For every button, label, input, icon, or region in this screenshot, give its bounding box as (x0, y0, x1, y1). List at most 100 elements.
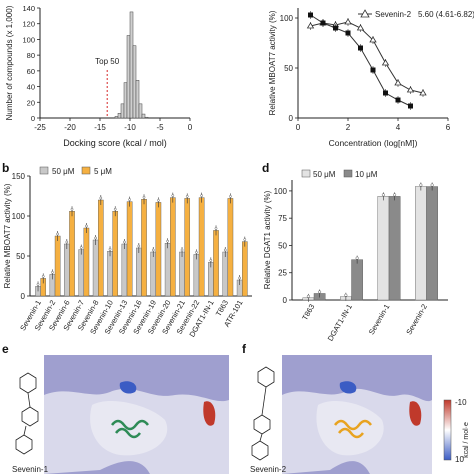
dr-point-square (408, 103, 413, 109)
dr-legend-triangle-icon (360, 9, 370, 18)
a-top50-label: Top 50 (95, 57, 120, 66)
b-replicate-dot (142, 195, 146, 199)
dr-y-tick-label: 100 (280, 14, 294, 23)
b-bar-5uM (155, 202, 162, 297)
panel-b-mboat7-screen: b Relative MBOAT7 activity (%) 0 50 100 150… (2, 161, 252, 339)
b-bar-50uM (107, 250, 113, 297)
d-replicate-dot (306, 294, 310, 298)
b-ylabel: Relative MBOAT7 activity (%) (3, 183, 12, 288)
d-bar-10uM (388, 196, 401, 301)
dr-x-tick-label: 0 (296, 123, 301, 132)
dr-xlabel: Concentration (log[nM]) (329, 138, 418, 148)
dr-point-triangle (394, 79, 402, 86)
panel-a-histogram: Docking score (kcal / mol) Number of com… (5, 4, 193, 148)
dr-point-square (345, 30, 351, 36)
f-ligand (334, 419, 372, 439)
dr-legend: Sevenin-2 5.60 (4.61-6.82) (358, 9, 474, 19)
b-bar-5uM (69, 210, 75, 297)
b-replicate-dot (99, 196, 103, 200)
d-bar-10uM (426, 186, 438, 301)
a-hist-bar (117, 113, 122, 119)
d-replicate-dot (430, 183, 434, 187)
f-blue-patch (339, 381, 357, 394)
a-y-tick-label: 20 (27, 98, 35, 107)
dr-point-square (358, 45, 363, 51)
dr-point-square (395, 97, 401, 103)
a-hist-bar (141, 113, 146, 119)
dr-point-triangle (369, 36, 377, 43)
colorbar-unit-label: kcal / mol·e (463, 422, 470, 458)
b-replicate-dot (108, 247, 112, 251)
b-legend-50-label: 50 μM (52, 167, 75, 176)
a-y-tick-label: 80 (27, 51, 35, 60)
d-y-tick-label: 0 (283, 296, 288, 305)
b-bar-50uM (164, 242, 171, 297)
b-bar-50uM (208, 262, 214, 297)
b-replicate-dot (70, 207, 74, 211)
a-x-tick-label: -5 (156, 123, 164, 132)
b-replicate-dot (214, 227, 218, 230)
d-legend-swatch-10 (343, 169, 353, 178)
d-replicate-dot (355, 256, 359, 260)
d-replicate-dot (393, 193, 397, 197)
b-replicate-dot (65, 240, 69, 244)
a-ylabel: Number of compounds (x 1,000) (5, 5, 14, 120)
dr-y-tick-label: 0 (289, 114, 294, 123)
dr-point-square (333, 25, 338, 31)
b-replicate-dot (229, 195, 232, 198)
a-y-tick-label: 0 (31, 114, 35, 123)
e-compound-label: Sevenin-1 (12, 465, 49, 474)
b-bar-5uM (170, 197, 176, 297)
a-hist-bar (132, 45, 137, 119)
b-bar-50uM (179, 251, 185, 297)
a-hist-bar (126, 35, 131, 119)
dr-ylabel: Relative MBOAT7 activity (%) (268, 10, 277, 115)
b-bar-50uM (78, 249, 85, 297)
b-y-tick-label: 0 (21, 292, 26, 301)
d-bar-50uM (415, 186, 427, 301)
dr-legend-label: Sevenin-2 (375, 10, 412, 19)
b-bar-50uM (193, 254, 200, 297)
panel-e-structure-image: e Sevenin-1 (2, 342, 229, 474)
b-replicate-dot (180, 248, 184, 252)
a-y-tick-label: 100 (22, 35, 35, 44)
a-y-tick-label: 140 (22, 4, 35, 13)
b-bar-50uM (150, 251, 157, 297)
d-ylabel: Relative DGAT1 activity (%) (263, 190, 272, 289)
b-bar-5uM (54, 235, 61, 297)
a-hist-bar (129, 11, 134, 119)
b-replicate-dot (166, 239, 169, 243)
e-red-patch (203, 401, 216, 426)
panel-f-structure-image: f Sevenin-2 (242, 342, 432, 474)
d-bar-50uM (377, 196, 390, 301)
a-hist-bar (144, 116, 149, 119)
b-y-tick-label: 150 (12, 172, 26, 181)
b-replicate-dot (128, 198, 131, 201)
a-hist-bar (135, 80, 140, 119)
d-y-tick-label: 25 (278, 269, 287, 278)
dr-point-triangle (356, 24, 365, 31)
b-bar-5uM (242, 241, 248, 297)
b-bar-5uM (141, 198, 147, 297)
a-x-tick-label: -10 (124, 123, 136, 132)
dr-point-triangle (419, 89, 427, 96)
b-bar-50uM (136, 247, 142, 297)
b-replicate-dot (171, 194, 175, 197)
b-replicate-dot (94, 236, 97, 240)
b-bar-50uM (64, 243, 70, 297)
panel-label-d: d (262, 161, 269, 175)
a-hist-bar (123, 82, 128, 119)
panel-dose-response: Concentration (log[nM]) Relative MBOAT7 … (268, 8, 474, 148)
b-replicate-dot (195, 251, 198, 254)
b-replicate-dot (51, 271, 54, 274)
f-red-patch (409, 401, 422, 426)
dr-curve-triangle-series (310, 21, 424, 94)
b-replicate-dot (41, 275, 45, 278)
dr-point-square (308, 12, 313, 18)
b-legend-swatch-5 (81, 166, 91, 175)
b-bar-5uM (83, 227, 90, 297)
b-replicate-dot (85, 224, 88, 228)
b-replicate-dot (113, 207, 117, 211)
colorbar-top-label: -10 (455, 398, 467, 407)
a-x-tick-label: 0 (188, 123, 193, 132)
